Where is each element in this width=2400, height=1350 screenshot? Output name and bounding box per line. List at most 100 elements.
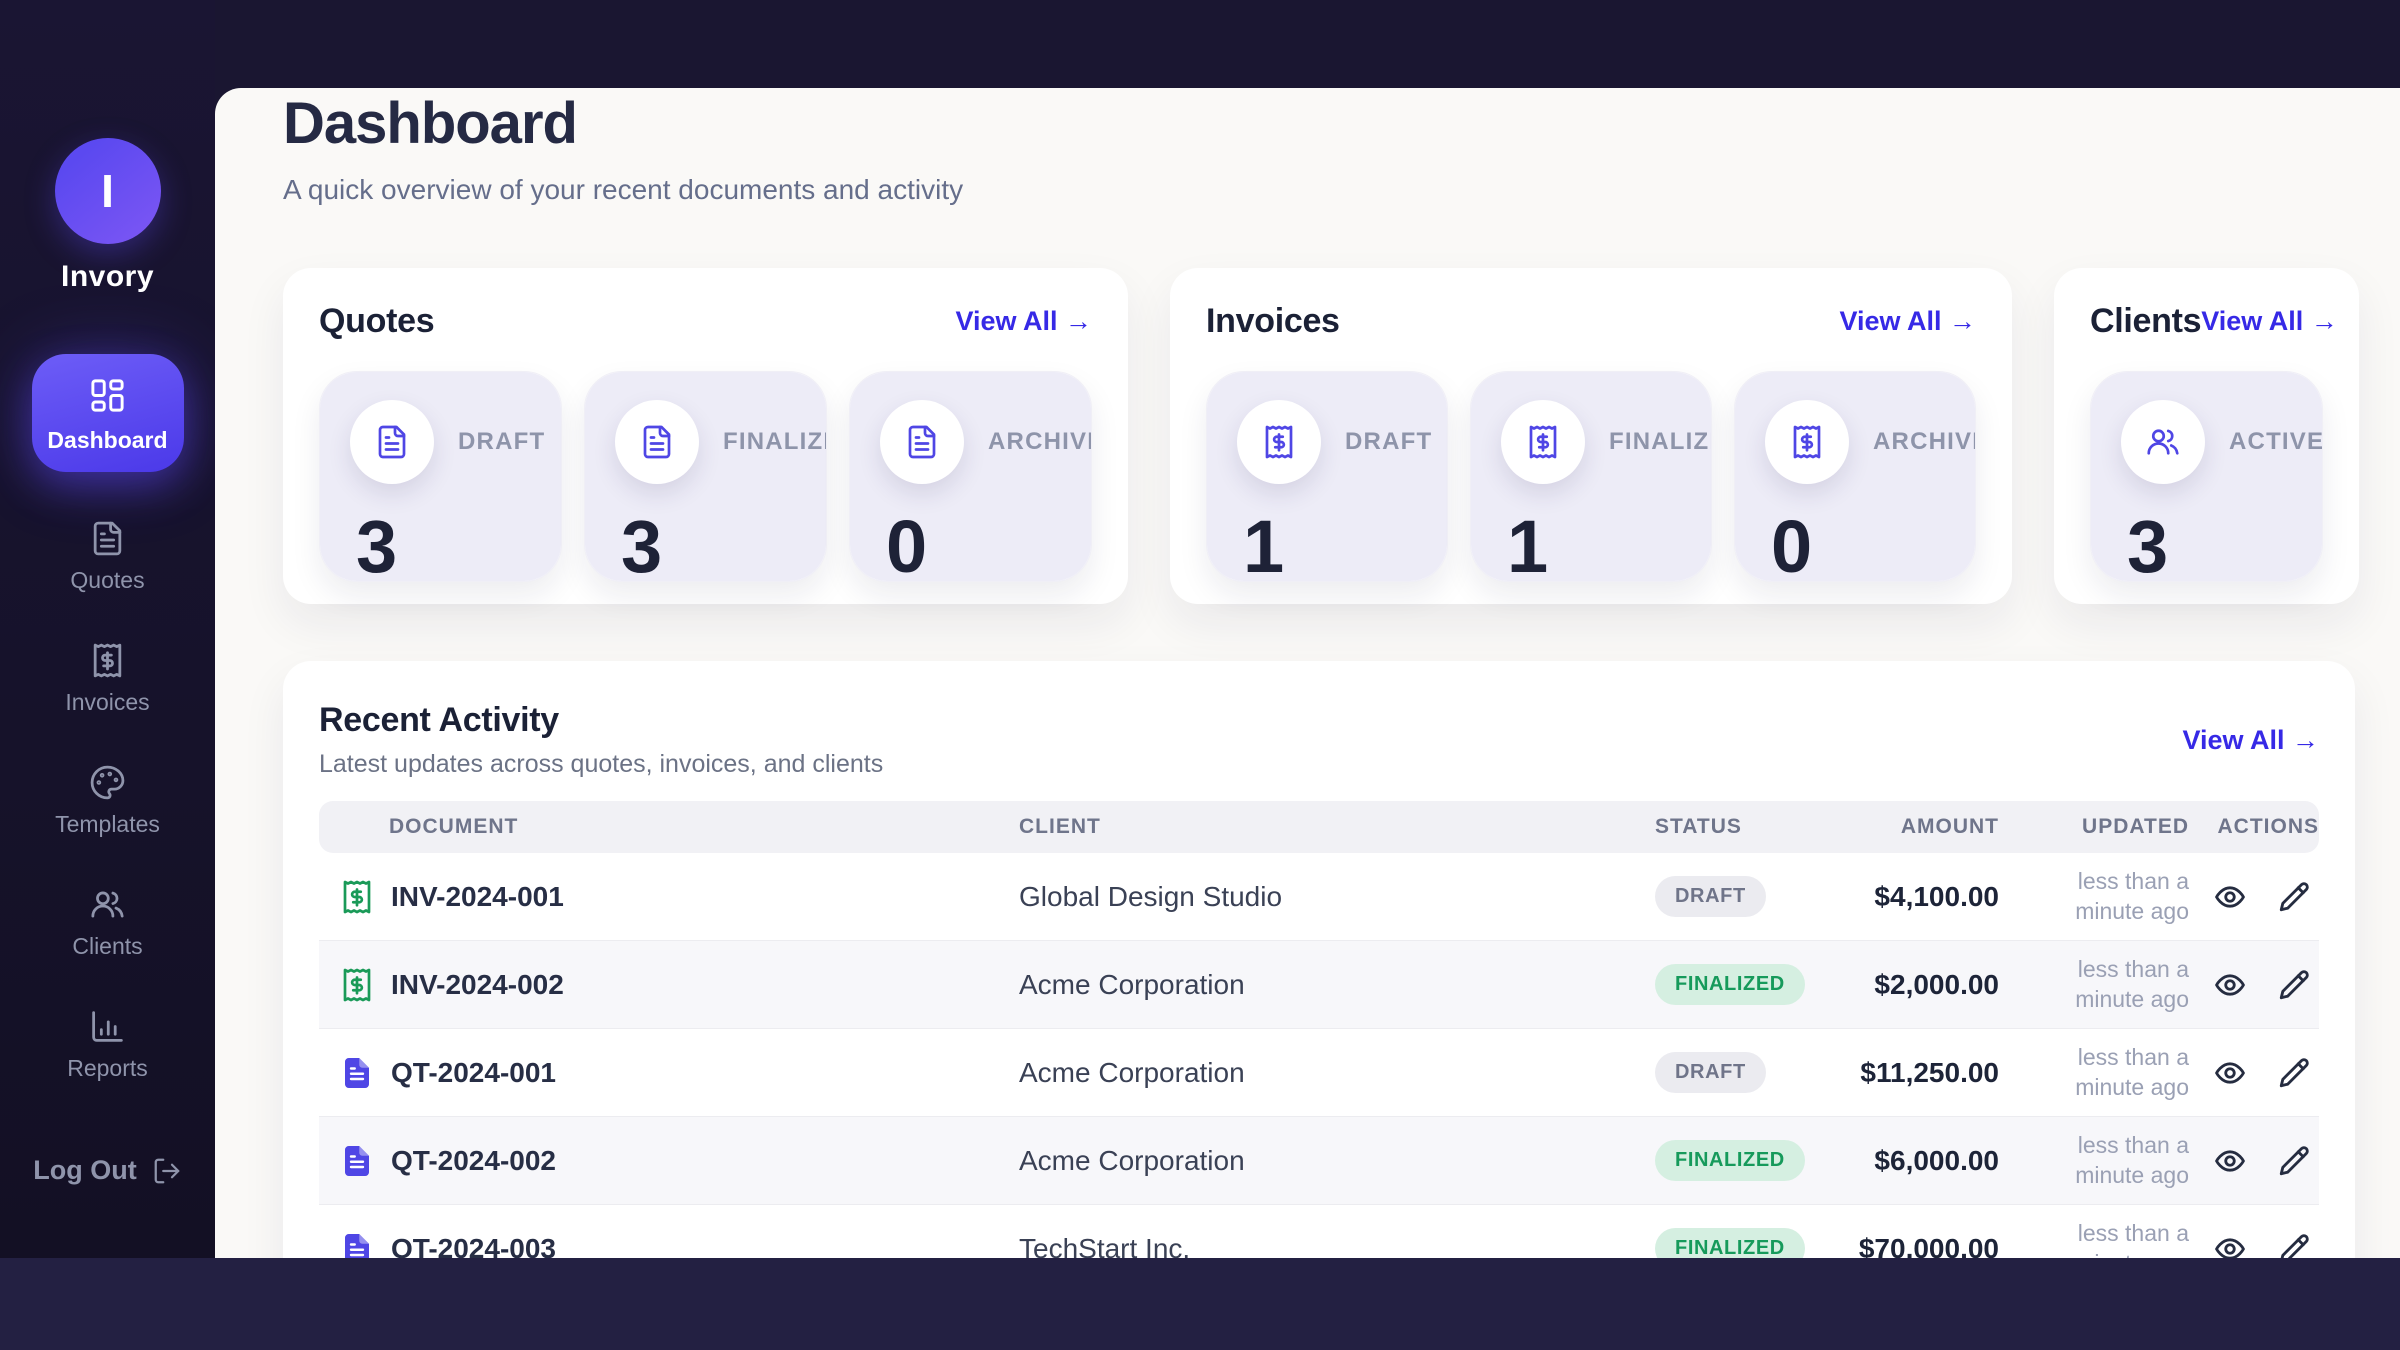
activity-view-all-link[interactable]: View All → (2182, 724, 2319, 755)
table-header-row: DOCUMENT CLIENT STATUS AMOUNT UPDATED AC… (319, 801, 2319, 853)
document-id: QT-2024-003 (391, 1232, 556, 1259)
amount: $6,000.00 (1874, 1144, 1999, 1176)
stat-value: 0 (886, 505, 927, 582)
users-icon (89, 886, 126, 923)
stat-label: DRAFT (458, 428, 546, 455)
receipt-icon (339, 967, 375, 1003)
recent-activity-subtitle: Latest updates across quotes, invoices, … (319, 750, 884, 778)
bottom-band (0, 1258, 2400, 1350)
brand-name: Invory (60, 260, 155, 293)
amount: $70,000.00 (1858, 1232, 1999, 1259)
updated-time: less than a minute ago (2075, 955, 2189, 1012)
view-button[interactable] (2213, 968, 2247, 1002)
arrow-right-icon: → (1949, 306, 1976, 336)
table-row: INV-2024-001 Global Design Studio DRAFT … (319, 853, 2319, 941)
sidebar-item-reports[interactable]: Reports (32, 1008, 184, 1082)
receipt-icon (1501, 400, 1585, 484)
sidebar-item-clients[interactable]: Clients (32, 886, 184, 960)
updated-time: less than a minute ago (2075, 867, 2189, 924)
bar-chart-icon (89, 1008, 126, 1045)
table-row: INV-2024-002 Acme Corporation FINALIZED … (319, 941, 2319, 1029)
sidebar-item-label: Reports (67, 1055, 148, 1081)
arrow-right-icon: → (2292, 724, 2319, 755)
sidebar-item-label: Templates (55, 811, 160, 837)
sidebar-item-label: Dashboard (47, 427, 168, 453)
column-header-status: STATUS (1655, 815, 1742, 838)
client-name: Acme Corporation (1019, 968, 1245, 1000)
sidebar-item-label: Invoices (65, 689, 150, 715)
client-name: Acme Corporation (1019, 1144, 1245, 1176)
receipt-icon (1765, 400, 1849, 484)
clients-card: Clients View All → ACTIVE 3 (2054, 268, 2359, 604)
amount: $2,000.00 (1874, 968, 1999, 1000)
edit-button[interactable] (2277, 1144, 2311, 1178)
edit-button[interactable] (2277, 880, 2311, 914)
dashboard-grid-icon (88, 376, 127, 415)
logout-button[interactable]: Log Out (0, 1155, 215, 1186)
sidebar-item-label: Quotes (70, 567, 145, 593)
view-button[interactable] (2213, 1056, 2247, 1090)
quotes-archived-tile: ARCHIVED 0 (849, 371, 1092, 582)
column-header-document: DOCUMENT (389, 815, 519, 838)
recent-activity-title: Recent Activity (319, 701, 559, 739)
page-title: Dashboard (283, 91, 578, 156)
amount: $4,100.00 (1874, 880, 1999, 912)
client-name: Acme Corporation (1019, 1056, 1245, 1088)
invoices-draft-tile: DRAFT 1 (1206, 371, 1448, 582)
status-badge: DRAFT (1655, 876, 1766, 917)
amount: $11,250.00 (1860, 1056, 1999, 1088)
sidebar-item-templates[interactable]: Templates (32, 764, 184, 838)
sidebar-item-dashboard[interactable]: Dashboard (31, 354, 184, 472)
clients-active-tile: ACTIVE 3 (2090, 371, 2323, 582)
summary-cards-row: Quotes View All → DRAFT 3 FINALIZED 3 (283, 268, 2359, 604)
clients-view-all-link[interactable]: View All → (2201, 306, 2338, 336)
file-text-icon (880, 400, 964, 484)
view-button[interactable] (2213, 1144, 2247, 1178)
invoices-view-all-link[interactable]: View All → (1839, 306, 1976, 336)
pencil-icon (2277, 880, 2311, 914)
pencil-icon (2277, 1056, 2311, 1090)
quotes-finalized-tile: FINALIZED 3 (584, 371, 827, 582)
quotes-card-title: Quotes (319, 302, 435, 340)
receipt-icon (1237, 400, 1321, 484)
document-id: INV-2024-002 (391, 968, 564, 1000)
quotes-view-all-link[interactable]: View All → (955, 306, 1092, 336)
eye-icon (2213, 1144, 2247, 1178)
table-row: QT-2024-003 TechStart Inc. FINALIZED $70… (319, 1205, 2319, 1258)
sidebar: I Invory Dashboard Quotes Invoices Templ… (0, 0, 215, 1258)
palette-icon (89, 764, 126, 801)
sidebar-item-label: Clients (72, 933, 143, 959)
view-button[interactable] (2213, 880, 2247, 914)
file-icon (339, 1231, 375, 1259)
arrow-right-icon: → (2310, 306, 2338, 336)
document-id: INV-2024-001 (391, 880, 564, 912)
stat-label: DRAFT (1345, 428, 1433, 455)
quotes-draft-tile: DRAFT 3 (319, 371, 562, 582)
edit-button[interactable] (2277, 1056, 2311, 1090)
file-text-icon (89, 520, 126, 557)
sidebar-nav: Dashboard Quotes Invoices Templates Clie… (0, 354, 215, 1082)
stat-label: FINALIZED (1609, 428, 1711, 455)
arrow-right-icon: → (1065, 306, 1092, 336)
eye-icon (2213, 968, 2247, 1002)
edit-button[interactable] (2277, 1232, 2311, 1259)
updated-time: less than a minute ago (2075, 1043, 2189, 1100)
log-out-icon (152, 1156, 182, 1186)
stat-value: 0 (1771, 505, 1812, 582)
sidebar-item-invoices[interactable]: Invoices (32, 642, 184, 716)
eye-icon (2213, 880, 2247, 914)
stat-value: 3 (2127, 505, 2168, 582)
invoices-finalized-tile: FINALIZED 1 (1470, 371, 1712, 582)
receipt-icon (89, 642, 126, 679)
column-header-amount: AMOUNT (1900, 815, 1999, 838)
eye-icon (2213, 1232, 2247, 1259)
stat-label: ARCHIVED (988, 428, 1091, 455)
file-icon (339, 1143, 375, 1179)
edit-button[interactable] (2277, 968, 2311, 1002)
invoices-card-title: Invoices (1206, 302, 1340, 340)
sidebar-item-quotes[interactable]: Quotes (32, 520, 184, 594)
column-header-client: CLIENT (1019, 815, 1101, 838)
table-row: QT-2024-002 Acme Corporation FINALIZED $… (319, 1117, 2319, 1205)
pencil-icon (2277, 1144, 2311, 1178)
view-button[interactable] (2213, 1232, 2247, 1259)
